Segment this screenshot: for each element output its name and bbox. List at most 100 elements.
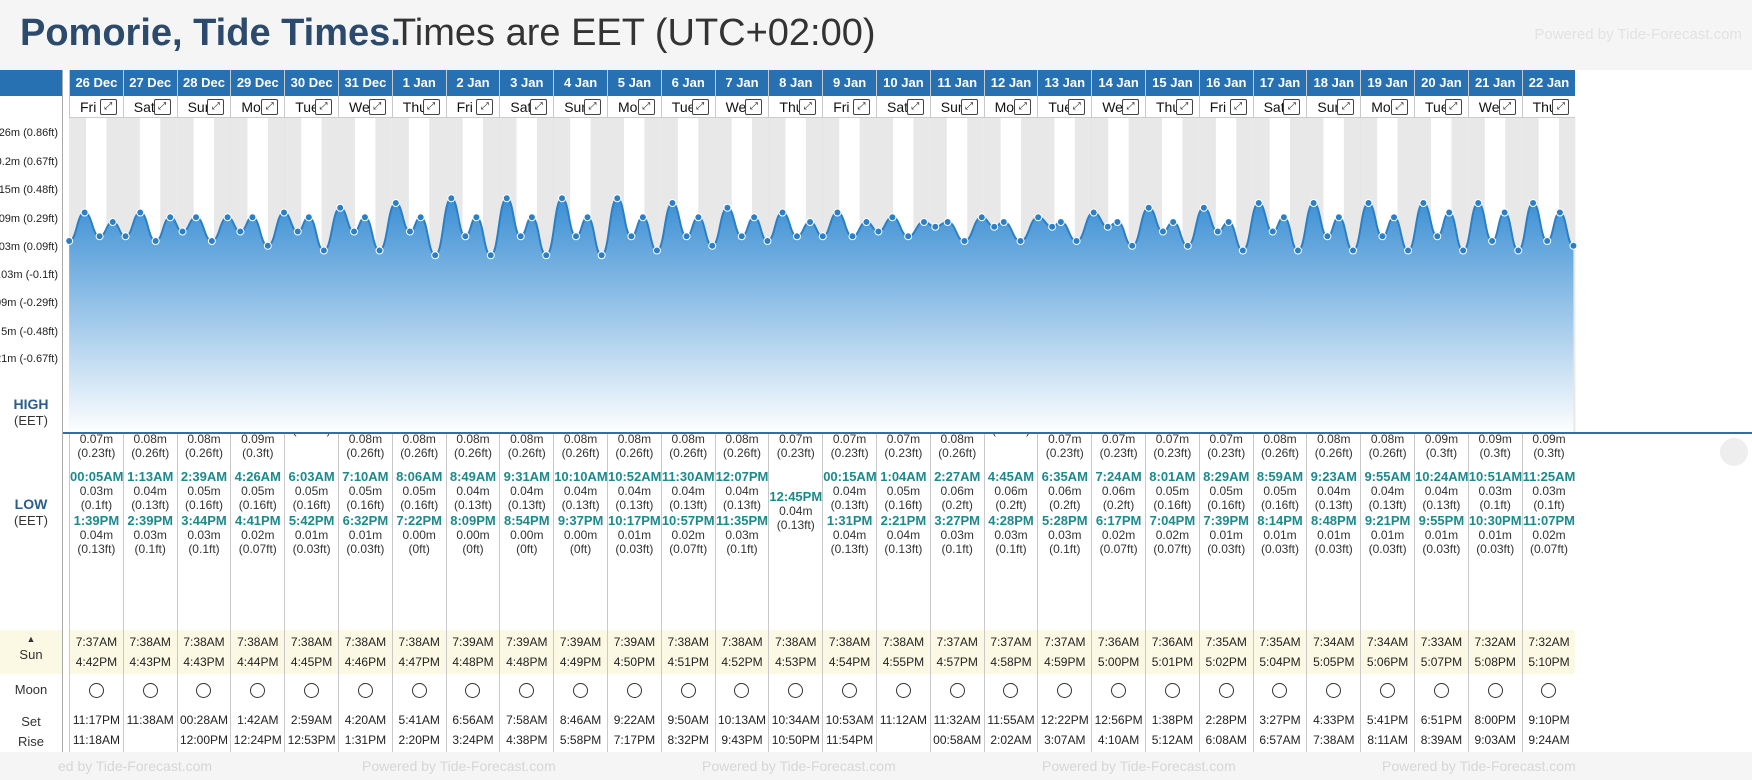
moonset-time: 12:22PM	[1040, 713, 1089, 727]
expand-icon[interactable]: ⤢	[476, 99, 494, 115]
tide-point	[516, 232, 525, 241]
sunset-time: 4:46PM	[344, 655, 387, 669]
tide-point	[166, 213, 175, 222]
moon-phase-cell	[1415, 674, 1468, 710]
tide-point	[431, 251, 440, 260]
moon-times-cell: 9:10PM 9:24AM	[1523, 710, 1576, 752]
expand-icon[interactable]: ⤢	[99, 99, 117, 115]
low-tide-time: 4:28PM	[988, 513, 1034, 528]
low-tide-meters: 0.01m	[348, 528, 383, 542]
weekday-label: Fri	[833, 99, 850, 115]
weekday-label: Fri	[1209, 99, 1227, 115]
sunrise-time: 7:37AM	[1044, 635, 1086, 649]
moon-phase-cell	[1146, 674, 1199, 710]
expand-icon[interactable]: ⤢	[314, 99, 332, 115]
weekday-label: Fri	[456, 99, 473, 115]
moon-phase-icon	[250, 683, 266, 698]
low-tide-meters: 0.04m	[456, 484, 490, 498]
sunset-time: 5:05PM	[1313, 655, 1355, 669]
low-tide-meters: 0.02m	[671, 528, 705, 542]
moon-phase-cell	[1038, 674, 1091, 710]
expand-icon[interactable]: ⤢	[368, 99, 386, 115]
moon-phase-icon	[519, 683, 535, 698]
low-tide-meters: 0.03m	[1048, 528, 1082, 542]
expand-icon[interactable]: ⤢	[153, 99, 171, 115]
expand-icon[interactable]: ⤢	[691, 99, 709, 115]
sunrise-time: 7:38AM	[129, 635, 171, 649]
expand-icon[interactable]: ⤢	[745, 99, 763, 115]
moon-phase-icon	[1003, 683, 1019, 698]
tide-point	[919, 218, 928, 226]
weekday-cell: Thu ⤢	[1522, 96, 1576, 118]
expand-icon[interactable]: ⤢	[799, 99, 817, 115]
tide-point	[461, 232, 470, 241]
expand-icon[interactable]: ⤢	[637, 99, 655, 115]
moon-times-cell: 4:33PM 7:38AM	[1307, 710, 1360, 752]
expand-icon[interactable]: ⤢	[906, 99, 924, 115]
tide-point	[1433, 232, 1442, 241]
tide-point	[597, 251, 606, 260]
low-tide-time: 2:21PM	[880, 513, 927, 528]
sun-times-cell: 7:38AM 4:51PM	[661, 630, 715, 674]
tide-point	[65, 237, 74, 245]
expand-icon[interactable]: ⤢	[1283, 99, 1301, 115]
expand-icon[interactable]: ⤢	[852, 99, 870, 115]
low-tide-entry: 12:07PM 0.04m (0.13ft)	[716, 470, 769, 513]
expand-icon[interactable]: ⤢	[1444, 99, 1462, 115]
expand-icon[interactable]: ⤢	[1121, 99, 1139, 115]
high-tide-meters: 0.09m	[1532, 432, 1566, 446]
low-tide-feet: (0.13ft)	[669, 498, 708, 512]
low-tide-time: 6:32PM	[342, 513, 389, 528]
low-tide-meters: 0.06m	[994, 484, 1028, 498]
moonrise-time: 4:38PM	[506, 733, 548, 747]
footer-watermark: Powered by Tide-Forecast.com	[1042, 758, 1236, 774]
moon-phase-icon	[1057, 683, 1073, 698]
low-tide-feet: (0.07ft)	[669, 542, 708, 556]
moon-phase-cell	[447, 674, 500, 710]
expand-icon[interactable]: ⤢	[960, 99, 978, 115]
moon-times-cell: 8:46AM 5:58PM	[554, 710, 607, 752]
low-tide-time: 8:59AM	[1256, 469, 1304, 484]
expand-icon[interactable]: ⤢	[1068, 99, 1086, 115]
low-tide-feet: (0.07ft)	[238, 542, 277, 556]
expand-icon[interactable]: ⤢	[530, 99, 548, 115]
low-tide-entry: 6:35AM 0.06m (0.2ft)	[1038, 470, 1091, 513]
expand-icon[interactable]: ⤢	[1229, 99, 1247, 115]
high-tide-meters: 0.08m	[456, 432, 490, 446]
weekday-cell: Fri ⤢	[1199, 96, 1253, 118]
moon-times-cell: 11:17PM 11:18AM	[70, 710, 123, 752]
moon-times-cell: 7:58AM 4:38PM	[500, 710, 553, 752]
expand-icon[interactable]: ⤢	[1014, 99, 1032, 115]
low-tide-feet: (0.13ft)	[453, 498, 492, 512]
expand-icon[interactable]: ⤢	[422, 99, 440, 115]
expand-icon[interactable]: ⤢	[1390, 99, 1408, 115]
expand-icon[interactable]: ⤢	[1552, 99, 1570, 115]
low-tide-meters: 0.02m	[1155, 528, 1190, 542]
date-header: 27 Dec	[123, 70, 177, 96]
high-tide-meters: 0.07m	[1155, 432, 1190, 446]
expand-icon[interactable]: ⤢	[261, 99, 279, 115]
expand-icon[interactable]: ⤢	[1337, 99, 1355, 115]
tide-point	[121, 232, 130, 241]
low-tide-meters: 0.01m	[1209, 528, 1243, 542]
low-tide-feet: (0.03ft)	[615, 542, 654, 556]
moonset-time: 11:32AM	[933, 713, 981, 727]
fullscreen-toggle-icon[interactable]	[1720, 438, 1748, 466]
low-tide-time: 1:04AM	[880, 469, 927, 484]
low-tide-feet: (0.16ft)	[1260, 498, 1299, 512]
expand-icon[interactable]: ⤢	[583, 99, 601, 115]
tide-point	[1158, 227, 1167, 236]
expand-icon[interactable]: ⤢	[207, 99, 225, 115]
tide-point	[80, 208, 89, 217]
tide-point	[1419, 199, 1428, 207]
low-tide-entry: 2:21PM 0.04m (0.13ft)	[877, 513, 930, 557]
moon-phase-cell	[716, 674, 769, 710]
moon-times-cell: 12:56PM 4:10AM	[1092, 710, 1145, 752]
weekday-cell: Tue ⤢	[661, 96, 715, 118]
expand-icon[interactable]: ⤢	[1175, 99, 1193, 115]
low-tide-entry: 00:15AM 0.04m (0.13ft)	[823, 470, 876, 513]
low-tide-entry: 10:57PM 0.02m (0.07ft)	[662, 514, 715, 557]
sunset-time: 5:04PM	[1259, 655, 1301, 669]
expand-icon[interactable]: ⤢	[1498, 99, 1516, 115]
